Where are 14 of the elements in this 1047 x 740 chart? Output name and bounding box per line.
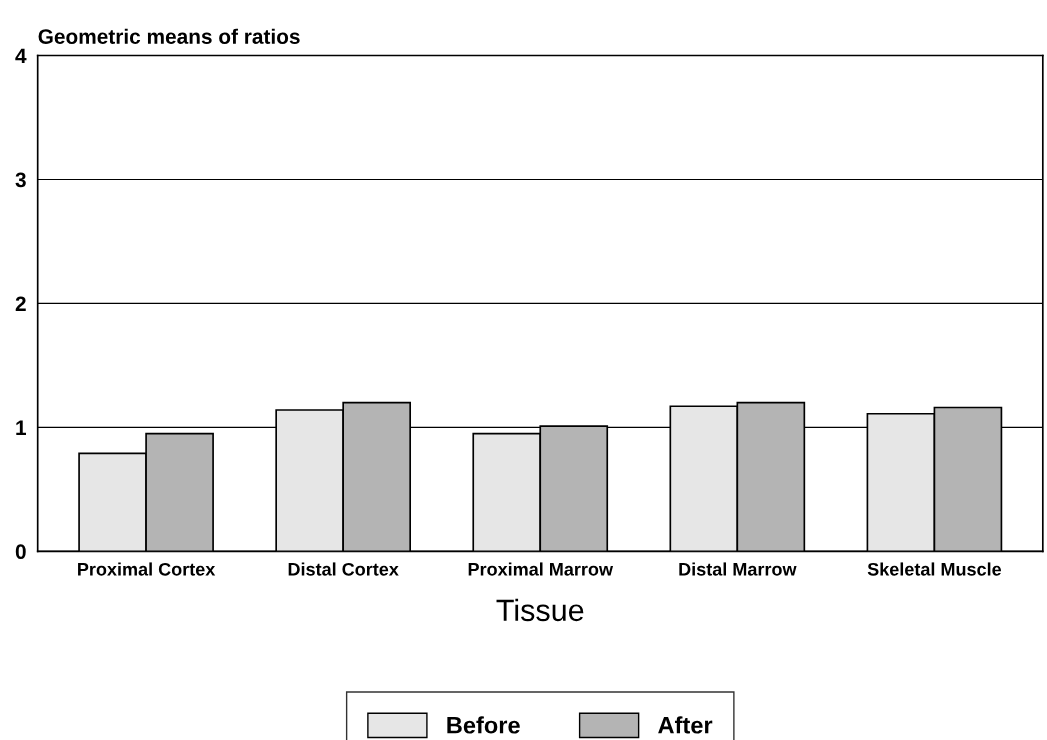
y-tick-label: 3 (15, 172, 26, 188)
x-tick-label: Proximal Cortex (78, 562, 216, 576)
y-tick-label: 1 (16, 420, 26, 435)
x-tick-label: Distal Marrow (679, 562, 797, 576)
x-tick-label: Distal Cortex (288, 562, 399, 576)
y-tick-label: 2 (15, 296, 26, 311)
y-axis-title: Geometric means of ratios (38, 28, 300, 44)
y-tick-label: 0 (15, 544, 26, 560)
y-tick-label: 4 (15, 48, 27, 64)
x-tick-label: Proximal Marrow (468, 562, 614, 576)
legend-label: After (658, 716, 713, 734)
x-axis-title: Tissue (496, 598, 584, 622)
legend-label: Before (447, 716, 520, 734)
x-tick-label: Skeletal Muscle (867, 562, 1002, 576)
